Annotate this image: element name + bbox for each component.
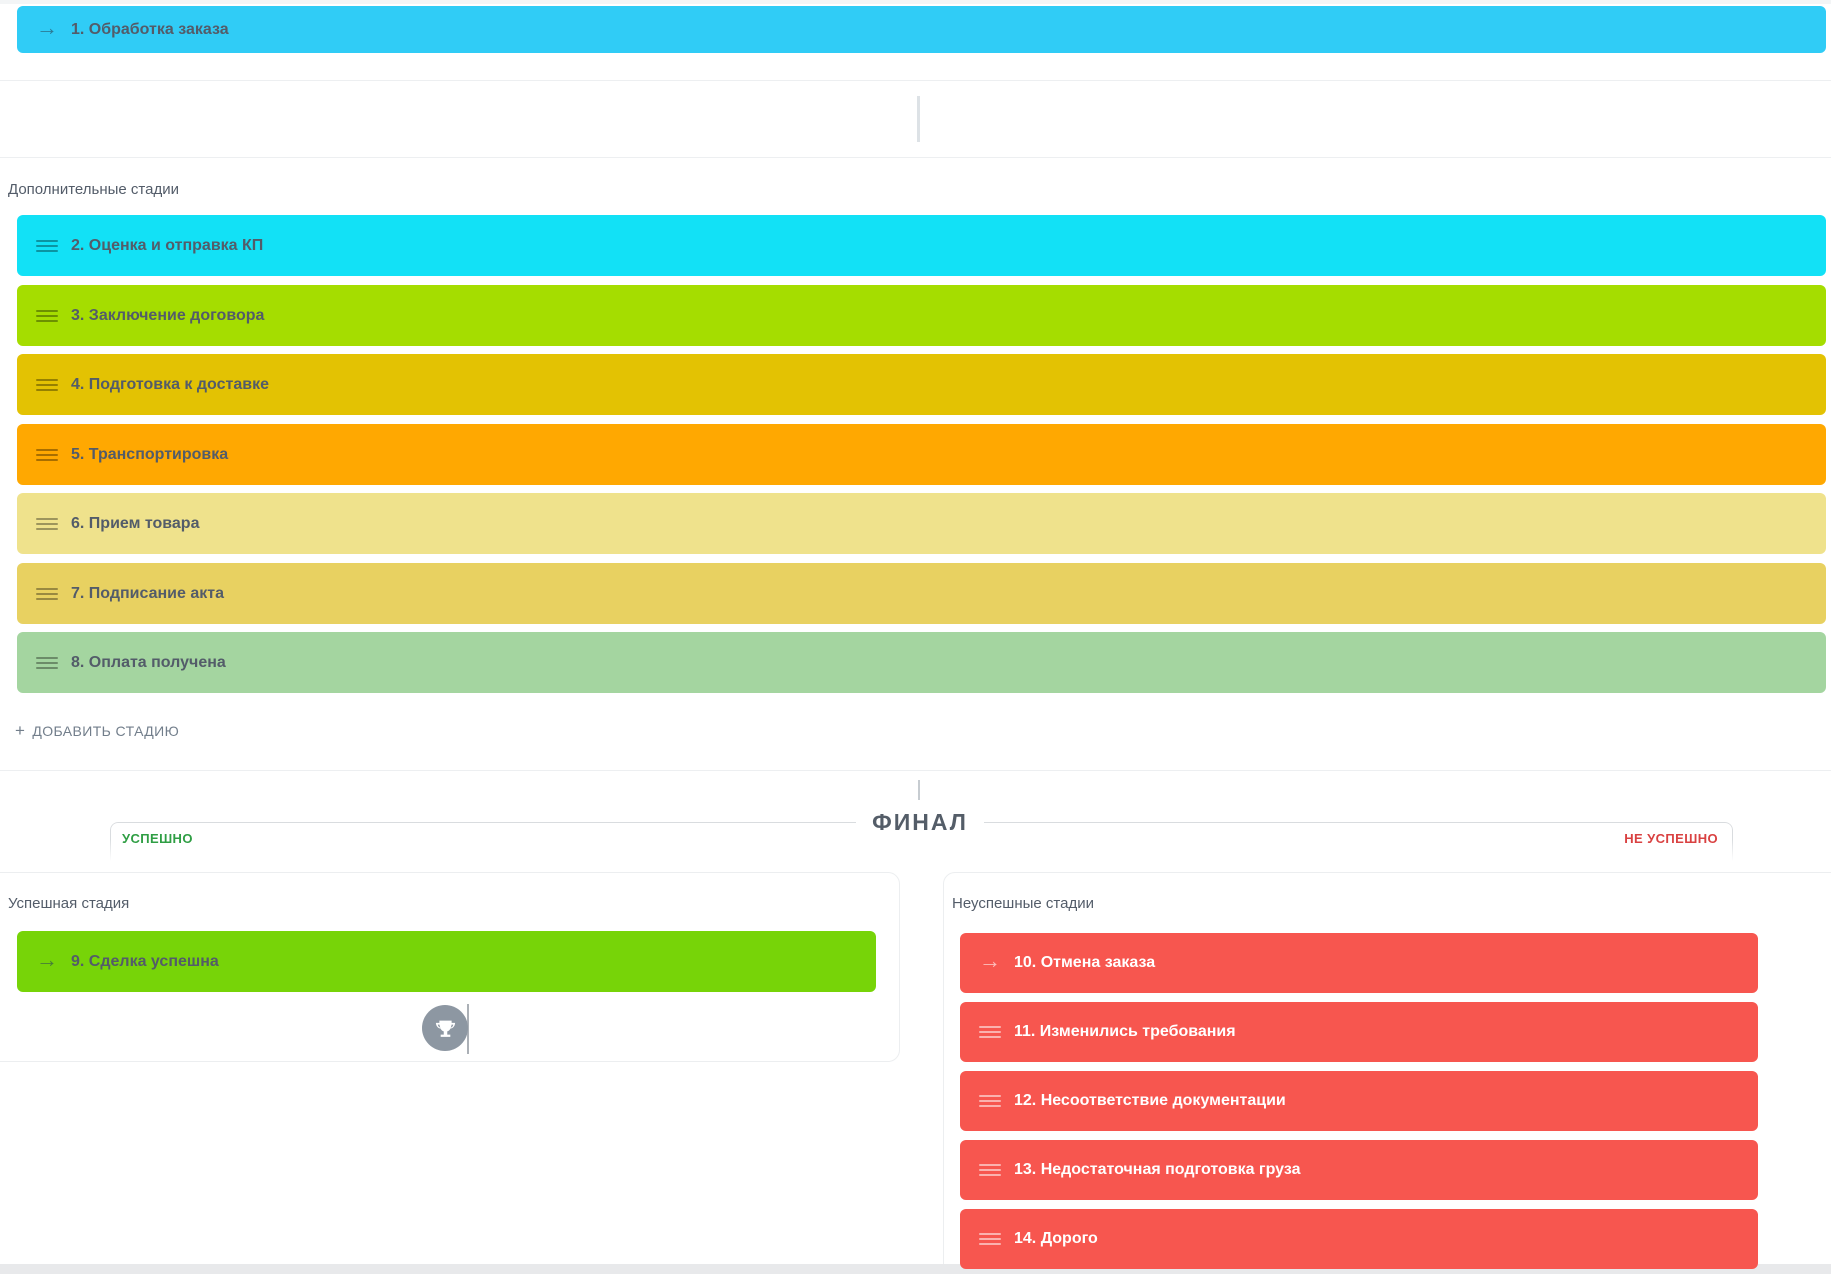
stage-label: 1. Обработка заказа bbox=[71, 20, 229, 38]
drag-handle-icon[interactable] bbox=[978, 1164, 1002, 1176]
drag-handle-icon[interactable] bbox=[35, 378, 59, 391]
trophy-connector-line bbox=[467, 1004, 469, 1054]
flow-connector-line bbox=[917, 96, 920, 142]
drag-handle-icon[interactable] bbox=[35, 517, 59, 530]
stage-label: 3. Заключение договора bbox=[71, 306, 265, 324]
add-stage-label: ДОБАВИТЬ СТАДИЮ bbox=[32, 722, 180, 739]
drag-handle-icon[interactable] bbox=[978, 1026, 1002, 1038]
stage-label: 6. Прием товара bbox=[71, 514, 200, 532]
drag-handle-icon[interactable] bbox=[978, 1233, 1002, 1245]
stage-bar-9[interactable]: → 9. Сделка успешна bbox=[17, 931, 876, 992]
stage-bar-7[interactable]: 7. Подписание акта bbox=[17, 563, 1826, 624]
fail-tab-label: НЕ УСПЕШНО bbox=[1624, 831, 1718, 846]
arrow-right-icon: → bbox=[36, 946, 58, 972]
final-title: ФИНАЛ bbox=[856, 805, 984, 839]
success-stage-title: Успешная стадия bbox=[8, 895, 130, 912]
drag-handle-icon[interactable] bbox=[35, 239, 59, 252]
success-tab-label: УСПЕШНО bbox=[122, 831, 193, 846]
stage-bar-4[interactable]: 4. Подготовка к доставке bbox=[17, 354, 1826, 415]
stage-label: 12. Несоответствие документации bbox=[1014, 1092, 1286, 1109]
stage-bar-6[interactable]: 6. Прием товара bbox=[17, 493, 1826, 554]
stage-bar-12[interactable]: 12. Несоответствие документации bbox=[960, 1071, 1758, 1131]
arrow-right-icon: → bbox=[36, 14, 58, 40]
section-divider bbox=[0, 80, 1831, 81]
stage-label: 5. Транспортировка bbox=[71, 445, 229, 463]
stage-bar-3[interactable]: 3. Заключение договора bbox=[17, 285, 1826, 346]
flow-connector-line bbox=[918, 780, 920, 800]
stage-bar-14[interactable]: 14. Дорого bbox=[960, 1209, 1758, 1269]
stage-bar-13[interactable]: 13. Недостаточная подготовка груза bbox=[960, 1140, 1758, 1200]
plus-icon: + bbox=[15, 721, 26, 740]
drag-handle-icon[interactable] bbox=[35, 587, 59, 600]
stage-label: 9. Сделка успешна bbox=[71, 952, 219, 970]
stage-bar-5[interactable]: 5. Транспортировка bbox=[17, 424, 1826, 485]
page-bottom-edge bbox=[0, 1264, 1831, 1274]
page-top-edge bbox=[0, 0, 1831, 4]
stage-bar-11[interactable]: 11. Изменились требования bbox=[960, 1002, 1758, 1062]
stage-label: 7. Подписание акта bbox=[71, 584, 224, 602]
stage-bar-8[interactable]: 8. Оплата получена bbox=[17, 632, 1826, 693]
stage-label: 10. Отмена заказа bbox=[1014, 954, 1156, 971]
drag-handle-icon[interactable] bbox=[978, 1095, 1002, 1107]
add-stage-button[interactable]: + ДОБАВИТЬ СТАДИЮ bbox=[15, 722, 179, 739]
drag-handle-icon[interactable] bbox=[35, 309, 59, 322]
drag-handle-icon[interactable] bbox=[35, 448, 59, 461]
stage-bar-1[interactable]: → 1. Обработка заказа bbox=[17, 6, 1826, 53]
arrow-right-icon: → bbox=[979, 948, 1001, 973]
stage-bar-2[interactable]: 2. Оценка и отправка КП bbox=[17, 215, 1826, 276]
stage-label: 2. Оценка и отправка КП bbox=[71, 236, 264, 254]
fail-stages-title: Неуспешные стадии bbox=[952, 895, 1094, 912]
stage-bar-10[interactable]: → 10. Отмена заказа bbox=[960, 933, 1758, 993]
stage-label: 8. Оплата получена bbox=[71, 653, 226, 671]
drag-handle-icon[interactable] bbox=[35, 656, 59, 669]
stage-label: 13. Недостаточная подготовка груза bbox=[1014, 1161, 1301, 1178]
stage-label: 4. Подготовка к доставке bbox=[71, 375, 269, 393]
additional-stages-title: Дополнительные стадии bbox=[8, 181, 179, 198]
section-divider bbox=[0, 770, 1831, 771]
trophy-icon bbox=[422, 1005, 468, 1051]
section-divider bbox=[0, 157, 1831, 158]
stage-label: 14. Дорого bbox=[1014, 1230, 1098, 1247]
stage-label: 11. Изменились требования bbox=[1014, 1023, 1236, 1040]
